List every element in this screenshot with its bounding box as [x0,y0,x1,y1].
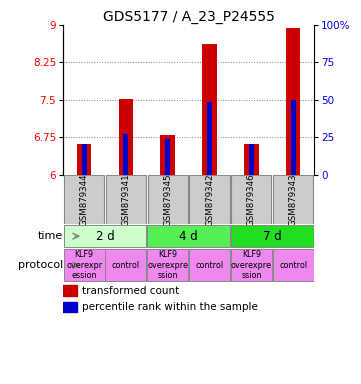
FancyBboxPatch shape [231,175,271,223]
Bar [63,302,77,312]
Bar [82,144,87,175]
Bar [249,144,254,175]
FancyBboxPatch shape [273,249,314,281]
Text: 2 d: 2 d [96,230,114,243]
Text: KLF9
overexpre
ssion: KLF9 overexpre ssion [231,250,272,280]
FancyBboxPatch shape [190,175,230,223]
Text: GSM879344: GSM879344 [79,173,88,226]
FancyBboxPatch shape [64,225,147,247]
Text: 7 d: 7 d [263,230,282,243]
Text: protocol: protocol [18,260,63,270]
Bar [286,28,300,175]
Text: 4 d: 4 d [179,230,198,243]
FancyBboxPatch shape [148,175,188,223]
Text: KLF9
overexpre
ssion: KLF9 overexpre ssion [147,250,188,280]
Text: control: control [195,261,223,270]
Bar [123,134,129,175]
Text: percentile rank within the sample: percentile rank within the sample [82,302,258,312]
Text: control: control [279,261,307,270]
FancyBboxPatch shape [64,175,104,223]
Text: control: control [112,261,140,270]
FancyBboxPatch shape [105,249,147,281]
Bar [63,285,77,296]
Bar [291,100,296,175]
FancyBboxPatch shape [189,249,230,281]
FancyBboxPatch shape [106,175,146,223]
Text: transformed count: transformed count [82,286,179,296]
Text: GSM879346: GSM879346 [247,173,256,226]
FancyBboxPatch shape [231,249,272,281]
Text: GSM879345: GSM879345 [163,173,172,226]
FancyBboxPatch shape [231,225,314,247]
Text: GSM879341: GSM879341 [121,173,130,226]
Bar [244,144,259,175]
Title: GDS5177 / A_23_P24555: GDS5177 / A_23_P24555 [103,10,275,24]
FancyBboxPatch shape [273,175,313,223]
Bar [160,136,175,175]
Text: GSM879343: GSM879343 [289,173,298,226]
Bar [165,139,170,175]
Bar [118,99,133,175]
FancyBboxPatch shape [64,249,105,281]
Bar [77,144,91,175]
Bar [202,44,217,175]
Text: time: time [38,231,63,241]
FancyBboxPatch shape [147,225,230,247]
FancyBboxPatch shape [147,249,188,281]
Text: KLF9
overexpr
ession: KLF9 overexpr ession [66,250,102,280]
Bar [207,103,212,175]
Text: GSM879342: GSM879342 [205,173,214,226]
